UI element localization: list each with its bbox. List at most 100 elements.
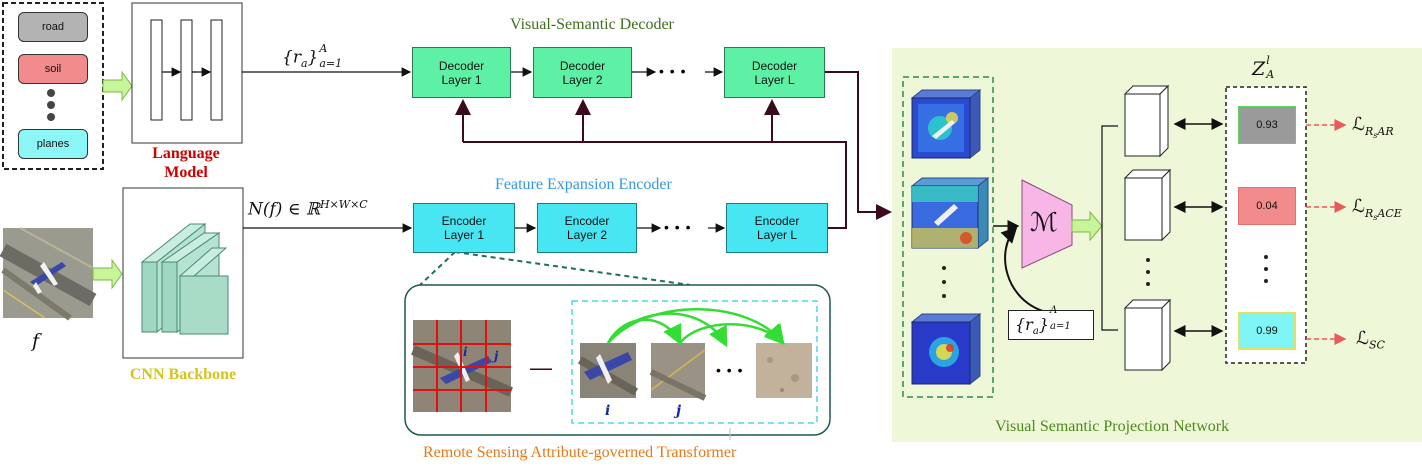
lm-layer: [210, 19, 223, 121]
layer-line: Encoder: [441, 214, 487, 228]
score-road: 0.93: [1238, 106, 1296, 144]
math-part: }: [307, 47, 319, 68]
math-part: SC: [1368, 338, 1385, 352]
patch-grid-label-i: i: [463, 345, 468, 359]
ellipsis-dot: [1146, 258, 1150, 262]
attribute-label: road: [41, 21, 65, 33]
math-part: A: [1266, 68, 1275, 81]
decoder-title: Visual-Semantic Decoder: [510, 16, 674, 33]
label-line: Language: [152, 145, 220, 162]
ellipsis-dot: [1264, 279, 1268, 283]
zoom-line: [419, 251, 456, 286]
projection-cube: [1123, 84, 1170, 158]
math-part: a: [300, 56, 308, 70]
math-part: AR: [1377, 124, 1394, 138]
attribute-label: planes: [36, 138, 70, 150]
math-part: ACE: [1377, 206, 1402, 220]
flow-arrow: [102, 70, 133, 102]
ellipsis-dot: [1146, 282, 1150, 286]
ellipsis-dot: [47, 89, 55, 97]
math-part: ℒ: [1356, 328, 1369, 349]
math-part: a: [1032, 326, 1039, 338]
patch-last-image: [756, 343, 812, 398]
layer-line: Decoder: [751, 58, 798, 73]
attribute-planes: planes: [18, 129, 88, 159]
math-part: s: [1373, 212, 1378, 222]
label-line: Model: [164, 164, 208, 181]
patch-grid-image: [411, 320, 513, 412]
score-soil: 0.04: [1238, 187, 1296, 225]
patch-ellipsis: • • •: [716, 362, 744, 378]
encoder-layer-2: Encoder Layer 2: [537, 203, 637, 253]
attribute-soil: soil: [18, 54, 88, 84]
layer-line: Layer 1: [443, 228, 484, 242]
layer-line: Decoder: [438, 58, 485, 73]
math-part: l: [1266, 54, 1270, 67]
math-part: Z: [1252, 58, 1266, 80]
projection-cube: [1123, 298, 1172, 372]
decoder-layer-1: Decoder Layer 1: [412, 47, 511, 98]
heatmap-stack-frame: [902, 76, 994, 398]
projection-cube: [1123, 168, 1172, 242]
math-part: }: [1038, 315, 1049, 334]
flow-arrow: [1071, 210, 1103, 242]
language-model-label: Language Model: [130, 144, 242, 182]
lm-layer: [180, 19, 193, 121]
layer-line: Layer L: [754, 72, 795, 87]
math-part: {r: [1015, 315, 1033, 334]
feature-map-label: N(f) ∈ ℝH×W×C: [248, 198, 368, 220]
cnn-slab: [178, 247, 229, 335]
math-part: s: [1373, 130, 1378, 140]
input-image: [0, 227, 97, 321]
math-part: A: [319, 42, 328, 55]
math-part: {r: [282, 47, 301, 68]
ellipsis-dot: [942, 294, 946, 298]
projection-bracket: [1101, 125, 1118, 331]
encoder-title: Feature Expansion Encoder: [495, 176, 672, 193]
decoder-layer-2: Decoder Layer 2: [533, 47, 632, 98]
cnn-backbone-label: CNN Backbone: [129, 366, 237, 383]
math-part: a=1: [1049, 320, 1071, 332]
patch-j-image: [649, 343, 707, 401]
ellipsis-dot: [942, 280, 946, 284]
math-part: ℒ: [1352, 196, 1365, 217]
ellipsis-dot: [942, 266, 946, 270]
ellipsis-dot: [1264, 267, 1268, 271]
math-part: ℒ: [1352, 114, 1365, 135]
loss-sc: ℒSC: [1356, 328, 1385, 352]
math-part: a=1: [319, 57, 343, 70]
zoom-line: [454, 251, 691, 286]
math-part: R: [1364, 124, 1374, 138]
ra-to-m-arrow: [1000, 226, 1047, 313]
lm-layer: [150, 19, 163, 121]
patch-grid-label-j: j: [494, 349, 499, 363]
projection-title: Visual Semantic Projection Network: [995, 418, 1230, 435]
decoder-ellipsis: • • •: [659, 63, 687, 79]
layer-line: Encoder: [754, 214, 800, 228]
attribute-label: soil: [44, 63, 62, 75]
math-part: H×W×C: [319, 198, 368, 211]
attribute-set-label: {ra} A a=1: [282, 42, 348, 72]
ellipsis-dot: [47, 113, 55, 121]
input-label: f: [32, 330, 40, 352]
layer-line: Layer L: [756, 228, 797, 242]
transformer-title: Remote Sensing Attribute-governed Transf…: [423, 444, 737, 461]
encoder-layer-1: Encoder Layer 1: [413, 203, 515, 253]
heatmap-tile: [910, 176, 990, 250]
z-score-label: Z l A: [1252, 54, 1277, 81]
loss-rsace: ℒRsACE: [1352, 196, 1402, 222]
heatmap-tile: [910, 88, 982, 160]
ellipsis-dot: [1146, 270, 1150, 274]
math-part: R: [1364, 206, 1374, 220]
attribute-list-frame: [2, 2, 104, 170]
ellipsis-dot: [1264, 255, 1268, 259]
heatmap-tile: [910, 312, 982, 386]
patch-label-i: i: [605, 403, 611, 419]
math-part: A: [1049, 304, 1058, 316]
attention-arc: [679, 323, 785, 345]
transformer-dash: —: [530, 355, 552, 380]
layer-line: Layer 2: [566, 228, 607, 242]
decoder-layer-l: Decoder Layer L: [724, 47, 825, 98]
score-planes: 0.99: [1238, 312, 1296, 350]
